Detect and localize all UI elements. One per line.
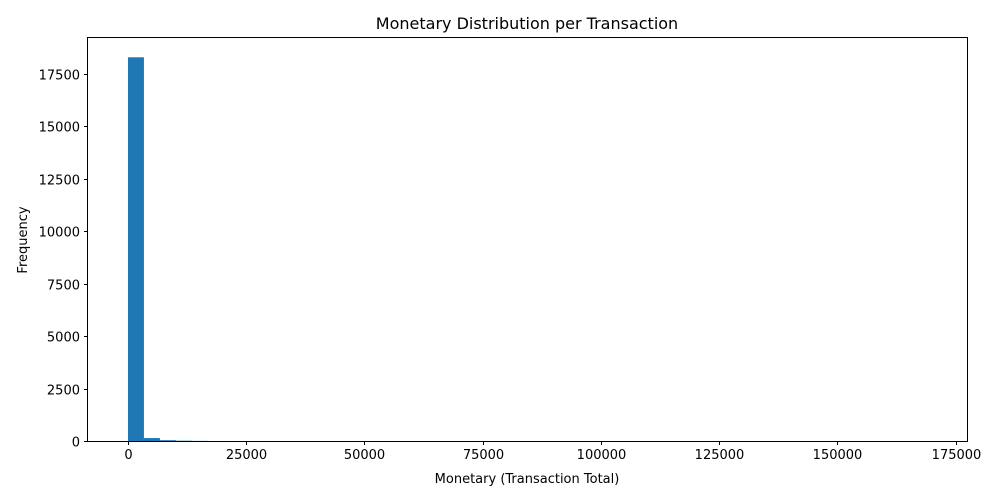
x-tick-label: 25000 [226, 448, 267, 463]
y-tick-label: 2500 [47, 384, 80, 399]
x-tick-label: 150000 [813, 448, 863, 463]
y-axis-ticks: 0 2500 5000 7500 10000 12500 15000 17500 [39, 69, 88, 451]
x-tick-label: 0 [124, 448, 132, 463]
histogram-bar-1 [143, 438, 160, 441]
histogram-bar-3 [175, 440, 192, 442]
x-tick-label: 175000 [932, 448, 982, 463]
y-tick-label: 12500 [39, 174, 80, 189]
chart-title: Monetary Distribution per Transaction [376, 14, 678, 33]
x-axis-ticks: 0 25000 50000 75000 100000 125000 150000 175000 [124, 441, 981, 463]
bars-group [127, 57, 208, 442]
y-tick-label: 0 [72, 436, 80, 451]
y-axis-label: Frequency [16, 206, 31, 273]
y-tick-label: 5000 [47, 331, 80, 346]
x-tick-label: 100000 [577, 448, 627, 463]
x-axis-label: Monetary (Transaction Total) [435, 472, 620, 487]
y-tick-label: 15000 [39, 121, 80, 136]
plot-frame [87, 37, 968, 442]
histogram-bar-0 [127, 57, 144, 442]
y-tick-label: 17500 [39, 69, 80, 84]
x-tick-label: 75000 [463, 448, 504, 463]
x-tick-label: 125000 [695, 448, 745, 463]
y-tick-label: 7500 [47, 279, 80, 294]
y-tick-label: 10000 [39, 226, 80, 241]
x-tick-label: 50000 [344, 448, 385, 463]
histogram-bar-2 [159, 440, 176, 441]
